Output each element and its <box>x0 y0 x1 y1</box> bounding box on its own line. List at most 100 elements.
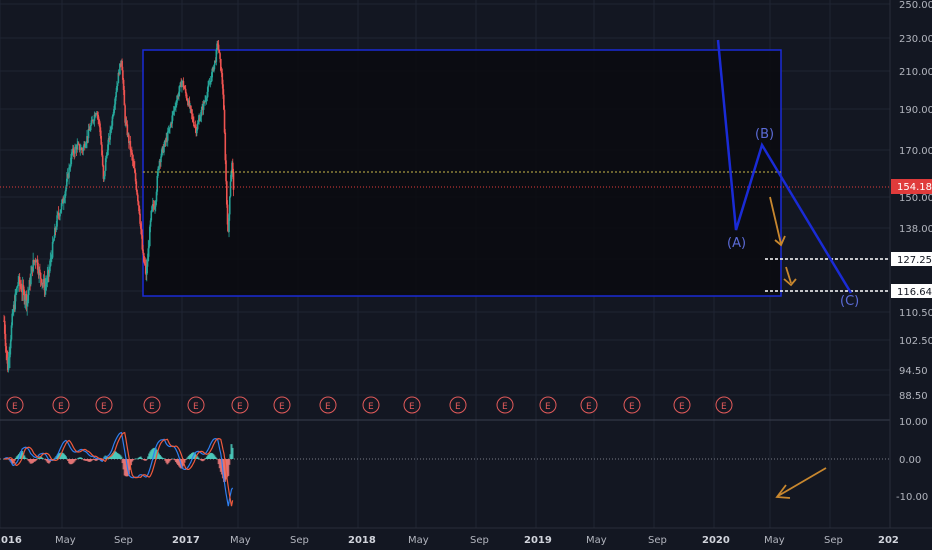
candle-body <box>26 300 28 306</box>
candle-body <box>160 149 163 157</box>
candle-body <box>174 106 177 108</box>
candle-body <box>181 80 183 88</box>
earnings-marker-8: E <box>362 396 380 414</box>
macd-histogram-bar <box>71 459 74 464</box>
macd-histogram-bar <box>141 459 144 460</box>
macd-histogram-bar <box>75 459 78 460</box>
time-label-13: May <box>764 535 785 546</box>
candle-body <box>222 94 225 110</box>
macd-histogram-bar <box>219 459 222 472</box>
macd-tick-10: 10.00 <box>899 417 928 428</box>
macd-histogram-bar <box>24 457 27 459</box>
candle-body <box>99 127 102 136</box>
candle-body <box>36 259 39 270</box>
macd-histogram-bar <box>185 458 188 460</box>
macd-histogram-bar <box>142 459 145 461</box>
earnings-letter: E <box>721 402 727 412</box>
macd-histogram-bar <box>224 459 227 482</box>
macd-histogram-bar <box>187 455 190 459</box>
price-tick-170: 170.00 <box>899 146 932 157</box>
macd-histogram-bar <box>124 459 127 477</box>
macd-histogram-bar <box>146 458 149 460</box>
time-label-12: 2020 <box>702 535 730 546</box>
candle-body <box>39 272 42 279</box>
macd-histogram-bar <box>76 458 79 459</box>
macd-histogram-bar <box>205 456 208 459</box>
macd-histogram-bar <box>57 453 60 459</box>
macd-histogram-bar <box>21 450 24 459</box>
candle-body <box>229 181 232 197</box>
macd-histogram-bar <box>85 459 88 461</box>
orange-arrow-macd <box>775 467 827 499</box>
macd-histogram-bar <box>77 457 80 459</box>
signal-line <box>4 431 234 507</box>
time-label-0: 2016 <box>0 535 22 546</box>
time-label-3: 2017 <box>172 535 200 546</box>
earnings-circle <box>539 396 557 414</box>
macd-histogram-bar <box>131 459 134 462</box>
macd-histogram-bar <box>46 459 49 463</box>
macd-histogram-bar <box>42 458 45 460</box>
candle-body <box>140 223 142 229</box>
candle-body <box>172 110 175 113</box>
candle-body <box>211 72 213 81</box>
candle-body <box>87 129 90 139</box>
macd-histogram-bar <box>184 459 187 461</box>
candle-body <box>131 154 134 161</box>
macd-histogram-bar <box>66 458 69 460</box>
macd-histogram-bar <box>194 453 197 459</box>
macd-histogram-bar <box>110 454 113 459</box>
candle-body <box>114 97 117 105</box>
candle-body <box>172 112 174 116</box>
candle-body <box>219 53 221 59</box>
candle-body <box>3 320 6 334</box>
candle-body <box>110 125 113 130</box>
macd-histogram-bar <box>70 459 73 465</box>
candle-body <box>166 131 169 141</box>
candle-body <box>98 118 100 122</box>
macd-histogram-bar <box>139 456 142 459</box>
candle-body <box>53 237 55 241</box>
earnings-circle <box>52 396 70 414</box>
candle-body <box>106 155 108 156</box>
candle-body <box>132 160 135 163</box>
macd-histogram-bar <box>210 452 213 459</box>
candle-body <box>95 113 97 117</box>
earnings-circle <box>143 396 161 414</box>
earnings-letter: E <box>325 402 331 412</box>
earnings-marker-6: E <box>273 396 291 414</box>
macd-histogram-bar <box>138 457 141 459</box>
macd-histogram-bar <box>32 459 35 462</box>
earnings-marker-0: E <box>6 396 24 414</box>
candle-body <box>20 286 22 291</box>
macd-histogram-bar <box>163 458 166 459</box>
time-label-4: May <box>230 535 251 546</box>
candle-body <box>220 70 223 74</box>
candle-body <box>210 80 212 82</box>
time-label-15: 202 <box>878 535 899 546</box>
candle-body <box>43 279 46 291</box>
earnings-marker-9: E <box>403 396 421 414</box>
candle-body <box>86 136 88 143</box>
candle-body <box>17 282 20 286</box>
candle-body <box>64 191 67 198</box>
candle-body <box>80 148 83 150</box>
macd-histogram-bar <box>80 458 83 459</box>
candle-body <box>125 121 128 125</box>
earnings-circle <box>95 396 113 414</box>
macd-histogram-bar <box>13 459 16 461</box>
macd-histogram-bar <box>148 453 151 459</box>
candle-body <box>45 282 48 285</box>
macd-histogram-bar <box>108 456 111 459</box>
candle-body <box>148 226 151 247</box>
candle-body <box>23 289 25 301</box>
orange-arrow-1 <box>769 196 786 247</box>
candle-body <box>209 81 212 84</box>
candle-body <box>40 278 43 284</box>
macd-histogram-bar <box>7 458 10 460</box>
earnings-marker-2: E <box>95 396 113 414</box>
candle-body <box>147 248 150 262</box>
earnings-letter: E <box>279 402 285 412</box>
